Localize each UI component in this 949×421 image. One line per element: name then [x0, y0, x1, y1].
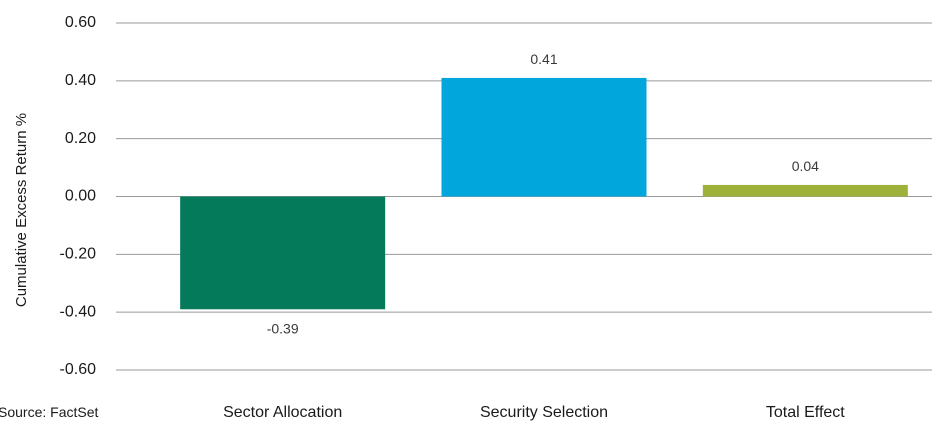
category-label: Security Selection	[480, 404, 608, 421]
bar-security-selection	[441, 77, 647, 197]
y-tick-label: 0.20	[65, 130, 96, 147]
y-tick-label: -0.20	[60, 246, 97, 263]
category-label: Sector Allocation	[223, 404, 342, 421]
y-tick-label: 0.00	[65, 188, 96, 205]
y-tick-label: -0.40	[60, 303, 97, 320]
category-label: Total Effect	[766, 404, 845, 421]
bar-sector-allocation	[180, 196, 386, 310]
y-axis-title: Cumulative Excess Return %	[13, 113, 30, 307]
source-note: Source: FactSet	[0, 404, 98, 420]
y-tick-labels: 0.60 0.40 0.20 0.00 -0.20 -0.40 -0.60	[60, 14, 97, 378]
data-label: 0.04	[792, 158, 819, 174]
y-tick-label: -0.60	[60, 361, 97, 378]
data-labels: -0.39 0.41 0.04	[267, 51, 819, 336]
bar-total-effect	[702, 184, 908, 197]
y-tick-label: 0.40	[65, 72, 96, 89]
data-label: -0.39	[267, 320, 299, 336]
bars	[180, 77, 908, 310]
category-labels: Sector Allocation Security Selection Total…	[223, 404, 845, 421]
y-tick-label: 0.60	[65, 14, 96, 31]
data-label: 0.41	[530, 51, 557, 67]
